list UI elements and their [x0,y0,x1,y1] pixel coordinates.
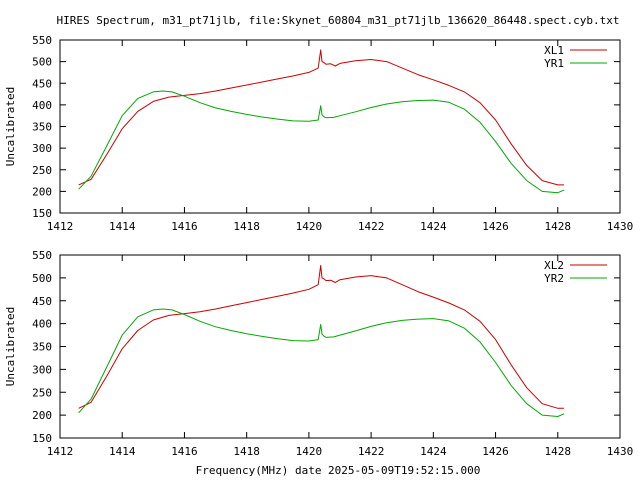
top-y-tick-label: 450 [32,77,52,90]
top-x-tick-label: 1412 [47,220,74,233]
top-x-tick-label: 1422 [358,220,385,233]
bottom-x-tick-label: 1414 [109,445,136,458]
bottom-x-tick-label: 1424 [420,445,447,458]
bottom-x-tick-label: 1422 [358,445,385,458]
top-series-line-yr1 [78,90,565,194]
top-y-axis-label: Uncalibrated [4,87,17,166]
bottom-x-tick-label: 1416 [171,445,198,458]
top-y-tick-label: 200 [32,185,52,198]
bottom-y-tick-label: 550 [32,249,52,262]
top-legend-label-xl1: XL1 [544,44,564,57]
top-series-line-xl1 [78,49,564,186]
plot-panel-bottom: 1412 1414 1416 1418 1420 1422 1424 1426 1428 1430… [4,249,633,458]
top-x-tick-label: 1428 [545,220,572,233]
bottom-x-tick-label: 1426 [482,445,509,458]
top-x-tick-label: 1416 [171,220,198,233]
bottom-series-line-xl2 [78,265,564,409]
top-x-tick-label: 1424 [420,220,447,233]
top-y-tick-label: 400 [32,99,52,112]
bottom-x-tick-label: 1430 [607,445,634,458]
bottom-x-tick-label: 1412 [47,445,74,458]
bottom-x-tick-label: 1428 [545,445,572,458]
top-y-tick-label: 550 [32,34,52,47]
top-x-tick-label: 1418 [233,220,260,233]
figure-title: HIRES Spectrum, m31_pt71jlb, file:Skynet… [57,14,620,27]
bottom-y-tick-label: 200 [32,409,52,422]
bottom-y-tick-label: 350 [32,341,52,354]
top-x-tick-label: 1426 [482,220,509,233]
plot-panel-top: 1412 1414 1416 1418 1420 1422 1424 1426 1428 1430… [4,34,633,233]
bottom-y-tick-label: 400 [32,318,52,331]
top-y-tick-label: 250 [32,164,52,177]
bottom-x-tick-label: 1420 [296,445,323,458]
bottom-y-tick-label: 150 [32,432,52,445]
top-x-tick-label: 1414 [109,220,136,233]
top-y-tick-label: 350 [32,121,52,134]
x-axis-title: Frequency(MHz) date 2025-05-09T19:52:15.… [196,464,481,477]
bottom-series-line-yr2 [78,308,565,417]
bottom-legend-label-xl2: XL2 [544,259,564,272]
bottom-y-tick-label: 300 [32,363,52,376]
top-legend-label-yr1: YR1 [544,57,564,70]
bottom-y-tick-label: 250 [32,386,52,399]
bottom-x-tick-label: 1418 [233,445,260,458]
top-x-tick-label: 1430 [607,220,634,233]
bottom-y-tick-label: 500 [32,272,52,285]
bottom-y-tick-label: 450 [32,295,52,308]
top-x-tick-label: 1420 [296,220,323,233]
top-y-tick-label: 300 [32,142,52,155]
bottom-y-axis-label: Uncalibrated [4,307,17,386]
top-y-tick-label: 500 [32,56,52,69]
bottom-legend-label-yr2: YR2 [544,272,564,285]
top-y-tick-label: 150 [32,207,52,220]
